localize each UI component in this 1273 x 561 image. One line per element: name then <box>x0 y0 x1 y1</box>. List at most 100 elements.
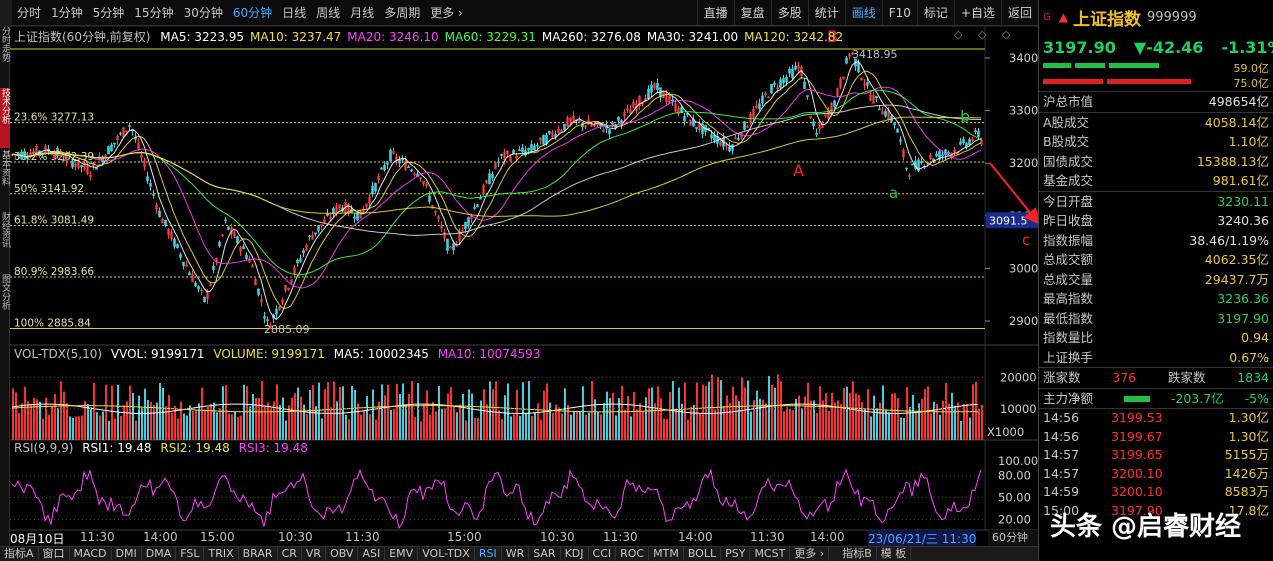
nav-news[interactable]: 财经资讯 <box>0 212 10 248</box>
toolbar-tab[interactable]: 返回 <box>1000 0 1038 26</box>
period-tab[interactable]: 15分钟 <box>134 5 174 20</box>
candle-body <box>446 238 449 251</box>
period-tab[interactable]: 1分钟 <box>51 5 83 20</box>
candle-body <box>191 274 194 283</box>
volume-bar <box>909 407 911 440</box>
extra-period-label[interactable]: 60分钟 <box>988 530 1038 546</box>
nav-analysis[interactable]: 图文分析 <box>0 274 10 310</box>
chart-tool-icons[interactable]: ◇ ◇ ◇ <box>954 28 1017 41</box>
volume-bar <box>729 403 731 440</box>
period-tab[interactable]: 30分钟 <box>183 5 223 20</box>
indicator-tab[interactable]: 窗口 <box>39 547 70 561</box>
candle-body <box>512 150 515 155</box>
volume-bar <box>303 404 305 440</box>
toolbar-tab[interactable]: 统计 <box>807 0 845 26</box>
volume-bar <box>318 382 320 440</box>
candle-body <box>347 203 350 213</box>
indicator-tab[interactable]: SAR <box>529 547 561 561</box>
indicator-tab[interactable]: VOL-TDX <box>418 547 475 561</box>
volume-bar <box>63 391 65 440</box>
period-tab[interactable]: 分时 <box>17 5 42 20</box>
low-annotation: 2885.09 <box>264 323 310 336</box>
toolbar-tab[interactable]: 标记 <box>916 0 954 26</box>
candle-body <box>380 167 383 170</box>
candle-body <box>878 108 881 111</box>
period-tab[interactable]: 多周期 <box>384 5 421 20</box>
toolbar-tab[interactable]: 画线 <box>844 0 882 26</box>
toolbar-tab[interactable]: 复盘 <box>733 0 771 26</box>
volume-bar <box>360 414 362 440</box>
volume-bar <box>249 406 251 440</box>
candle-body <box>482 185 485 195</box>
indicator-tab[interactable]: RSI <box>475 547 502 561</box>
indicator-tab[interactable]: MCST <box>750 547 791 561</box>
indicator-tab[interactable]: MACD <box>70 547 112 561</box>
indicator-tab[interactable]: WR <box>502 547 530 561</box>
indicator-tab[interactable]: ROC <box>616 547 650 561</box>
toolbar-tab[interactable]: +自选 <box>953 0 1001 26</box>
candle-body <box>689 119 692 126</box>
nav-tech[interactable]: 技术分析 <box>0 88 10 148</box>
volume-bar <box>567 405 569 440</box>
toolbar-handle[interactable] <box>0 0 12 26</box>
period-tab[interactable]: 周线 <box>316 5 341 20</box>
period-tab[interactable]: 日线 <box>282 5 307 20</box>
indicator-tab[interactable]: FSL <box>176 547 205 561</box>
candle-body <box>239 247 242 252</box>
nav-basic[interactable]: 基本资料 <box>0 150 10 186</box>
indicator-tab[interactable]: 更多 › <box>790 547 830 561</box>
quote-row-label: 沪总市值 <box>1043 94 1094 109</box>
volume-bar <box>618 398 620 440</box>
time-axis-tail: 23/06/21/三 11:30 <box>868 530 977 547</box>
candle-body <box>701 123 704 134</box>
candle-body <box>113 142 116 145</box>
candle-body <box>509 156 512 162</box>
candle-body <box>980 140 983 145</box>
toolbar-tab[interactable]: 直播 <box>696 0 734 26</box>
candle-body <box>389 149 392 162</box>
period-tab[interactable]: 5分钟 <box>92 5 125 20</box>
volume-bar <box>774 387 776 440</box>
candle-body <box>929 155 932 160</box>
indicator-tab[interactable]: DMI <box>112 547 142 561</box>
toolbar-tab[interactable]: 多股 <box>770 0 808 26</box>
period-tab[interactable]: 60分钟 <box>232 5 273 20</box>
indicator-tab[interactable]: OBV <box>326 547 359 561</box>
netflow-value: -203.7亿 <box>1170 390 1224 406</box>
indicator-tab[interactable]: 模 板 <box>877 547 912 561</box>
volume-bar <box>801 408 803 440</box>
nav-fenshi[interactable]: 分时走势 <box>0 26 10 62</box>
candle-body <box>938 151 941 160</box>
volume-bar <box>756 390 758 440</box>
candle-body <box>167 229 170 236</box>
indicator-tab[interactable]: 指标B <box>838 547 877 561</box>
indicator-tab[interactable]: 指标A <box>0 547 39 561</box>
indicator-tab[interactable]: BRAR <box>239 547 278 561</box>
vol-tick: 10000 <box>1000 402 1037 416</box>
candles <box>11 52 983 329</box>
indicator-tab[interactable]: CR <box>278 547 302 561</box>
candle-body <box>311 234 314 240</box>
indicator-tab[interactable]: PSY <box>721 547 751 561</box>
toolbar-tab[interactable]: F10 <box>881 0 917 26</box>
period-tab[interactable]: 月线 <box>350 5 375 20</box>
indicator-tab[interactable]: MTM <box>649 547 684 561</box>
indicator-tab[interactable]: EMV <box>385 547 419 561</box>
candle-body <box>89 174 92 177</box>
indicator-tab[interactable]: DMA <box>142 547 177 561</box>
period-tab[interactable]: 更多 › <box>430 5 463 20</box>
indicator-tab[interactable]: TRIX <box>204 547 239 561</box>
candle-body <box>506 150 509 155</box>
indicator-tab[interactable]: VR <box>302 547 327 561</box>
candle-body <box>851 52 854 55</box>
candle-body <box>671 99 674 102</box>
indicator-tab[interactable]: BOLL <box>684 547 722 561</box>
quote-row-value: 3230.11 <box>1217 193 1269 209</box>
indicator-tab[interactable]: ASI <box>358 547 386 561</box>
indicator-tab[interactable]: CCI <box>589 547 617 561</box>
indicator-tab[interactable]: KDJ <box>561 547 589 561</box>
volume-bar <box>666 419 668 440</box>
candle-body <box>896 128 899 133</box>
quote-row: 沪总市值 498654亿 <box>1039 92 1273 112</box>
